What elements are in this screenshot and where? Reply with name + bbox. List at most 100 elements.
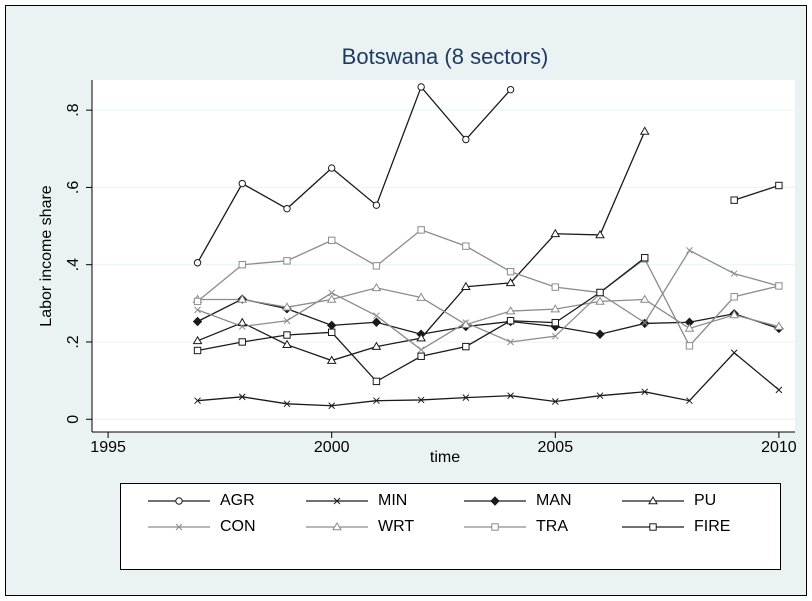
y-tick-label: .6 xyxy=(65,181,82,194)
marker xyxy=(775,181,783,190)
marker xyxy=(373,312,380,320)
x-tick-label: 1995 xyxy=(90,439,126,456)
marker xyxy=(550,304,561,313)
marker xyxy=(551,283,560,291)
marker xyxy=(283,204,291,213)
legend-label: PU xyxy=(694,492,716,509)
marker xyxy=(371,282,382,292)
marker xyxy=(417,352,425,360)
marker xyxy=(238,323,246,330)
marker xyxy=(462,342,470,351)
marker xyxy=(327,328,336,337)
marker xyxy=(192,316,203,327)
marker xyxy=(193,346,202,355)
legend-marker xyxy=(332,522,342,531)
marker xyxy=(238,393,246,401)
marker xyxy=(194,306,201,314)
marker xyxy=(505,277,516,287)
marker xyxy=(639,294,650,303)
marker xyxy=(730,293,738,301)
marker xyxy=(730,349,738,357)
marker xyxy=(507,338,514,346)
marker xyxy=(641,254,649,262)
marker xyxy=(641,319,649,327)
marker xyxy=(595,229,605,239)
marker xyxy=(238,338,246,346)
legend-label: WRT xyxy=(378,518,414,535)
series-line xyxy=(197,229,780,347)
legend-marker xyxy=(175,523,183,531)
legend-label: MAN xyxy=(536,492,572,509)
legend-label: TRA xyxy=(536,518,568,535)
marker xyxy=(462,135,470,144)
marker xyxy=(328,289,336,297)
x-tick-label: 2010 xyxy=(761,439,797,456)
marker xyxy=(327,164,336,172)
marker xyxy=(685,342,694,350)
marker xyxy=(551,332,559,340)
legend-label: FIRE xyxy=(694,518,730,535)
marker xyxy=(551,398,559,405)
marker xyxy=(417,346,425,354)
marker xyxy=(596,392,604,400)
marker xyxy=(326,355,337,364)
marker xyxy=(460,319,471,328)
marker xyxy=(328,402,336,410)
marker xyxy=(282,339,292,348)
marker xyxy=(192,335,203,345)
marker xyxy=(596,288,604,297)
marker xyxy=(283,317,291,325)
marker xyxy=(551,318,560,327)
marker xyxy=(283,331,291,339)
series-line xyxy=(197,298,780,335)
marker xyxy=(686,397,693,405)
legend-label: AGR xyxy=(220,492,255,509)
chart-title: Botswana (8 sectors) xyxy=(342,44,549,69)
marker xyxy=(729,309,740,319)
marker xyxy=(462,242,470,250)
marker xyxy=(282,302,292,311)
legend-label: MIN xyxy=(378,492,407,509)
marker xyxy=(774,321,784,330)
x-tick-label: 2000 xyxy=(314,439,350,456)
marker xyxy=(372,201,381,209)
marker xyxy=(595,329,605,339)
marker xyxy=(686,247,693,254)
legend-marker xyxy=(490,496,500,506)
marker xyxy=(416,292,427,301)
marker xyxy=(641,388,649,396)
y-tick-label: .2 xyxy=(65,335,82,348)
legend-marker xyxy=(648,496,658,505)
marker xyxy=(372,262,381,270)
legend-marker xyxy=(333,497,341,505)
marker xyxy=(505,306,516,315)
marker xyxy=(775,282,783,290)
marker xyxy=(595,296,605,305)
marker xyxy=(730,270,738,277)
marker xyxy=(639,126,650,135)
legend-marker xyxy=(649,523,657,531)
legend-marker xyxy=(175,497,183,505)
series-line xyxy=(197,287,780,330)
marker xyxy=(550,228,561,238)
series-line xyxy=(197,351,780,407)
legend-marker xyxy=(491,523,499,531)
marker xyxy=(326,294,337,303)
y-tick-label: .8 xyxy=(65,103,82,116)
marker xyxy=(506,267,515,276)
marker xyxy=(238,179,246,188)
marker xyxy=(371,317,382,327)
marker xyxy=(416,333,427,342)
marker xyxy=(283,400,291,408)
marker xyxy=(372,377,381,386)
marker xyxy=(730,196,738,204)
series-line xyxy=(197,249,780,351)
marker xyxy=(237,294,248,303)
marker xyxy=(283,257,291,265)
marker xyxy=(373,397,380,405)
marker xyxy=(684,323,695,332)
marker xyxy=(371,341,382,350)
marker xyxy=(462,394,470,401)
marker xyxy=(238,260,246,269)
